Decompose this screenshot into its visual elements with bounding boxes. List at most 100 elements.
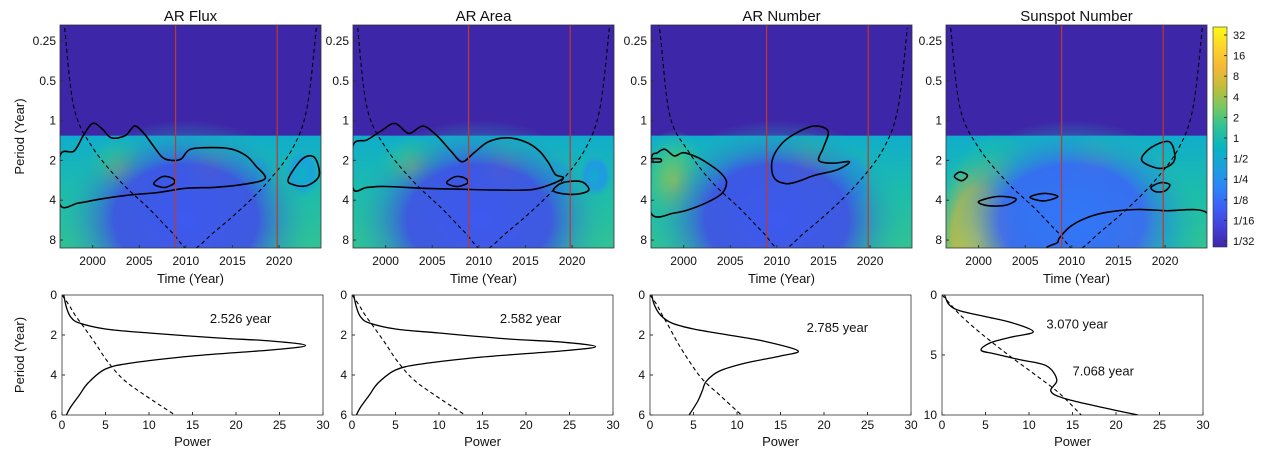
y-tick-label: 0 (340, 288, 347, 302)
y-axis-label: Period (Year) (12, 317, 27, 393)
y-tick-label: 0 (930, 288, 937, 302)
plot-frame (945, 24, 1208, 249)
significance-contour (651, 157, 663, 163)
power-heatmap (651, 25, 912, 248)
x-tick-label: 20 (519, 418, 533, 432)
significance-contour (60, 122, 267, 209)
global-power-line (63, 295, 307, 415)
y-tick-label: 0.25 (326, 34, 350, 48)
x-axis-label: Time (Year) (748, 271, 815, 286)
x-tick-label: 2015 (810, 254, 837, 268)
y-tick-label: 4 (640, 193, 647, 207)
y-tick-label: 4 (49, 193, 56, 207)
colorbar-label: 1 (1233, 133, 1239, 145)
significance-contour (552, 180, 590, 196)
y-tick-label: 0.5 (630, 74, 647, 88)
x-axis-label: Power (1054, 434, 1092, 449)
y-tick-label: 0.5 (925, 74, 942, 88)
x-tick-label: 5 (982, 418, 989, 432)
global-power-line (651, 295, 799, 415)
y-tick-label: 4 (638, 368, 645, 382)
y-tick-label: 4 (342, 193, 349, 207)
significance-level-line (352, 295, 466, 415)
cone-of-influence (64, 28, 317, 248)
x-tick-label: 2015 (219, 254, 246, 268)
period-annotation: 3.070 year (1046, 317, 1108, 332)
y-tick-label: 4 (50, 368, 57, 382)
x-tick-label: 5 (392, 418, 399, 432)
x-axis-label: Power (174, 434, 212, 449)
period-annotation: 7.068 year (1073, 363, 1135, 378)
y-tick-label: 0.25 (919, 34, 943, 48)
y-tick-label: 8 (342, 233, 349, 247)
y-tick-label: 0 (638, 288, 645, 302)
x-tick-label: 25 (273, 418, 287, 432)
significance-contour (1150, 181, 1171, 193)
x-tick-label: 0 (349, 418, 356, 432)
y-tick-label: 0.5 (39, 74, 56, 88)
power-blob (353, 120, 610, 248)
plot-frame (351, 294, 614, 416)
y-tick-label: 8 (640, 233, 647, 247)
y-tick-label: 2 (49, 153, 56, 167)
power-blob (651, 120, 908, 248)
global-power-line (353, 295, 597, 415)
power-blob (946, 120, 1203, 248)
colorbar-label: 1/8 (1233, 195, 1248, 207)
colorbar-label: 16 (1233, 51, 1245, 63)
x-tick-label: 2015 (512, 254, 539, 268)
panel-title: Sunspot Number (1020, 8, 1133, 25)
significance-contour (353, 122, 565, 192)
x-tick-label: 2005 (419, 254, 446, 268)
x-tick-label: 30 (316, 418, 330, 432)
significance-contour (152, 175, 176, 189)
significance-contour (287, 154, 321, 188)
x-tick-label: 25 (563, 418, 577, 432)
x-tick-label: 30 (904, 418, 918, 432)
y-tick-label: 6 (340, 408, 347, 422)
significance-contour (977, 195, 1017, 207)
colorbar-label: 1/2 (1233, 154, 1248, 166)
colorbar-label: 32 (1233, 30, 1245, 42)
y-tick-label: 8 (935, 233, 942, 247)
plot-frame (59, 24, 322, 249)
x-axis-label: Power (464, 434, 502, 449)
x-tick-label: 2020 (266, 254, 293, 268)
x-tick-label: 2010 (1058, 254, 1085, 268)
colorbar-label: 1/16 (1233, 215, 1254, 227)
wavelet-panel-3: 2000 2005 2010 2015 2020 0.25 0.5 1 2 4 8 AR Number… (624, 8, 913, 286)
x-tick-label: 2000 (372, 254, 399, 268)
x-tick-label: 10 (1022, 418, 1036, 432)
colorbar-label: 2 (1233, 112, 1239, 124)
wavelet-panel-4: 2000 2005 2010 2015 2020 0.25 0.5 1 2 4 8 Sunspot N… (919, 8, 1208, 286)
x-axis-label: Time (Year) (1043, 271, 1110, 286)
global-spectrum-panel-3: 0 5 10 15 20 25 30 0 2 4 6 2.785 year Power (638, 288, 918, 449)
significance-contour (1046, 208, 1207, 248)
power-heatmap (353, 25, 614, 248)
y-axis-label: Period (Year) (12, 98, 27, 174)
x-tick-label: 0 (59, 418, 66, 432)
x-tick-label: 0 (647, 418, 654, 432)
x-tick-label: 2015 (1105, 254, 1132, 268)
y-tick-label: 0.25 (624, 34, 648, 48)
x-tick-label: 2020 (559, 254, 586, 268)
plot-frame (352, 24, 615, 249)
plot-frame (941, 294, 1204, 416)
global-spectrum-panel-1: 0 5 10 15 20 25 30 0 2 4 6 2.526 year Power Period (Y… (12, 288, 330, 449)
significance-contour (953, 171, 969, 182)
plot-frame (649, 294, 912, 416)
x-tick-label: 2010 (763, 254, 790, 268)
x-axis-label: Time (Year) (450, 271, 517, 286)
significance-level-line (650, 295, 742, 415)
y-tick-label: 0 (50, 288, 57, 302)
y-tick-label: 4 (935, 193, 942, 207)
x-tick-label: 30 (1196, 418, 1210, 432)
global-spectrum-panel-2: 0 5 10 15 20 25 30 0 2 4 6 2.582 year Power (340, 288, 620, 449)
y-tick-label: 5 (930, 348, 937, 362)
x-tick-label: 30 (606, 418, 620, 432)
cone-of-influence (950, 28, 1203, 248)
cone-of-influence (654, 25, 908, 248)
x-tick-label: 2010 (465, 254, 492, 268)
colorbar-label: 1/32 (1233, 236, 1254, 248)
